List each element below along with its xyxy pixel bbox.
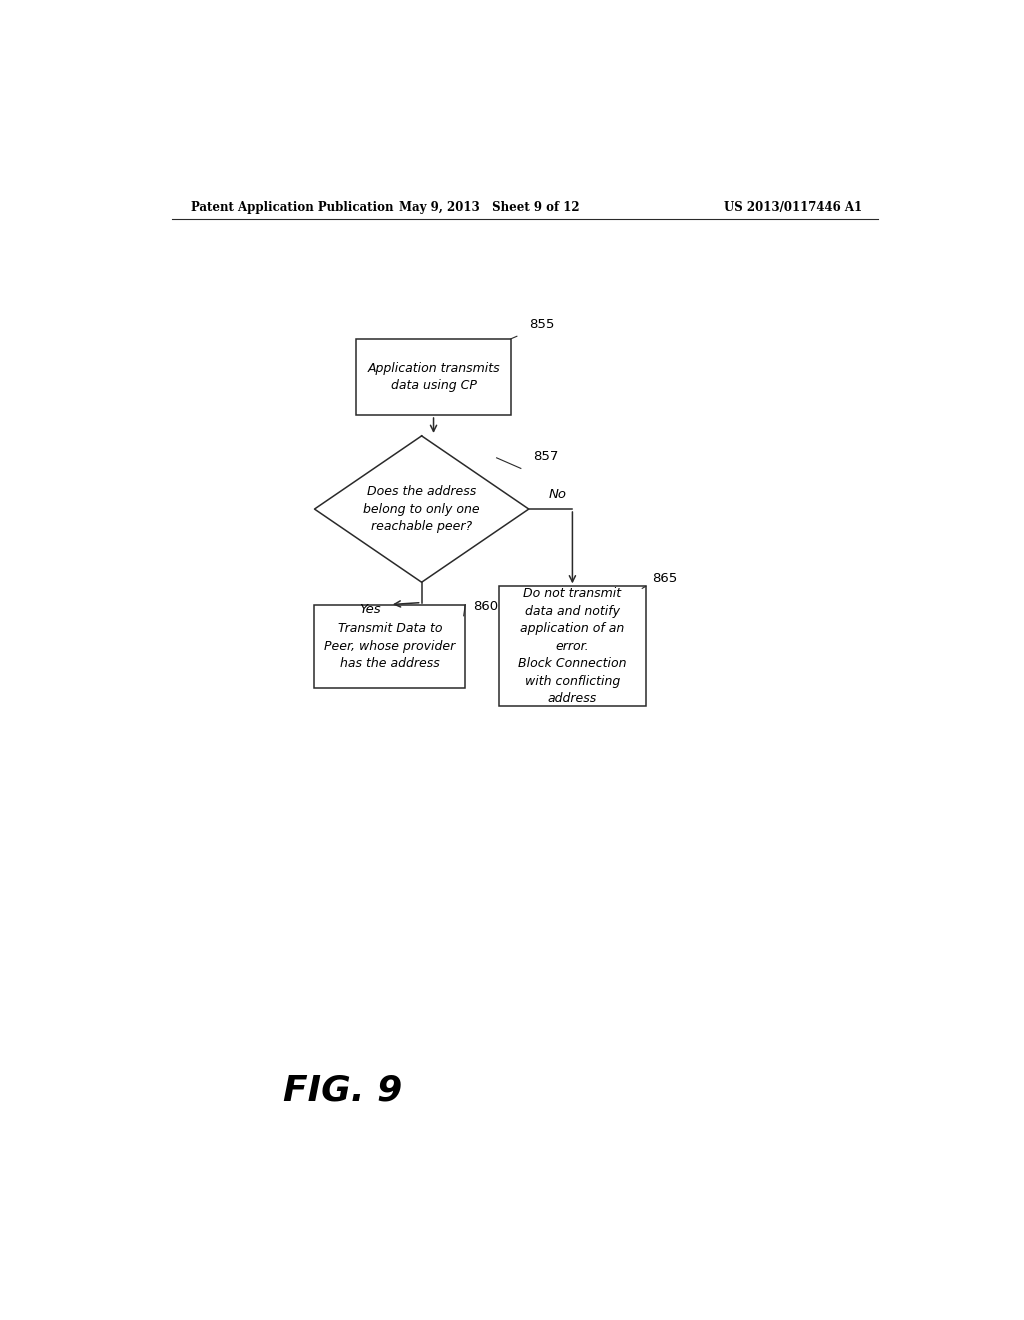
Text: May 9, 2013   Sheet 9 of 12: May 9, 2013 Sheet 9 of 12: [398, 201, 580, 214]
Text: 860: 860: [473, 599, 499, 612]
Text: 865: 865: [652, 573, 677, 585]
Text: 857: 857: [532, 450, 558, 463]
Text: Yes: Yes: [359, 602, 381, 615]
Text: Transmit Data to
Peer, whose provider
has the address: Transmit Data to Peer, whose provider ha…: [325, 622, 456, 671]
Bar: [314, 605, 465, 688]
Text: No: No: [549, 488, 566, 500]
Polygon shape: [314, 436, 528, 582]
Text: Does the address
belong to only one
reachable peer?: Does the address belong to only one reac…: [364, 484, 480, 533]
Bar: [499, 586, 646, 706]
Text: Application transmits
data using CP: Application transmits data using CP: [368, 362, 500, 392]
Text: US 2013/0117446 A1: US 2013/0117446 A1: [724, 201, 862, 214]
Text: Patent Application Publication: Patent Application Publication: [191, 201, 394, 214]
Text: FIG. 9: FIG. 9: [283, 1073, 401, 1107]
Text: Do not transmit
data and notify
application of an
error.
Block Connection
with c: Do not transmit data and notify applicat…: [518, 587, 627, 705]
Text: 855: 855: [528, 318, 554, 331]
Bar: [356, 339, 511, 414]
